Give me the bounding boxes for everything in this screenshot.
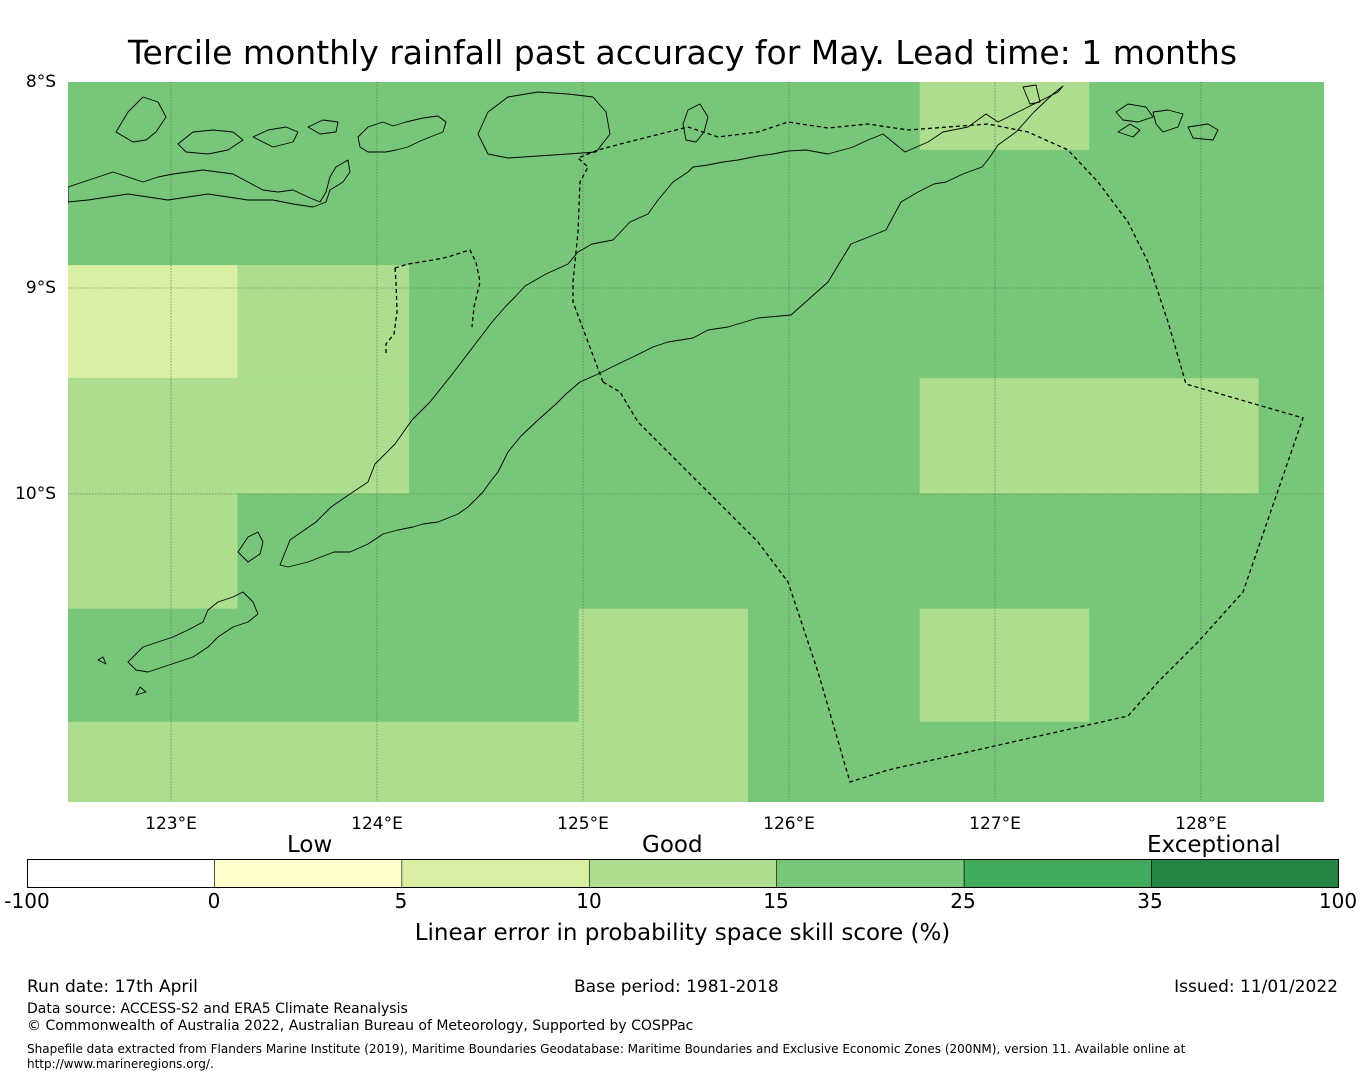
colorbar-tick-label: 15 — [763, 889, 789, 913]
coastlines — [68, 84, 1219, 696]
colorbar-tick-label: 0 — [207, 889, 221, 913]
skill-grid-cells — [68, 82, 1324, 802]
colorbar-word-good: Good — [642, 832, 703, 858]
colorbar-tick-label: 25 — [950, 889, 976, 913]
colorbar-segment — [401, 859, 590, 888]
lon-label-126e: 126°E — [763, 814, 815, 834]
rote-island-coastline — [237, 531, 264, 563]
alor-island-coastline — [357, 115, 447, 153]
colorbar-segment — [214, 859, 403, 888]
colorbar-segment — [1151, 859, 1339, 888]
colorbar-tick-label: 10 — [576, 889, 602, 913]
timor-leste-eez-boundary — [572, 121, 1304, 783]
skill-cell-10-15 — [919, 378, 1259, 494]
small-island-se-coastline — [97, 656, 147, 696]
lat-label-10s: 10°S — [15, 484, 56, 504]
colorbar-axis-label: Linear error in probability space skill … — [414, 920, 951, 946]
data-source: Data source: ACCESS-S2 and ERA5 Climate … — [27, 1001, 408, 1017]
colorbar-tick-label: -100 — [4, 889, 50, 913]
issued-date: Issued: 11/01/2022 — [1174, 977, 1338, 997]
colorbar-word-exceptional: Exceptional — [1147, 832, 1281, 858]
colorbar-tick-label: 35 — [1137, 889, 1163, 913]
lon-label-125e: 125°E — [557, 814, 609, 834]
colorbar-segment — [27, 859, 215, 888]
lon-label-128e: 128°E — [1175, 814, 1227, 834]
copyright-notice: © Commonwealth of Australia 2022, Austra… — [27, 1018, 694, 1034]
skill-cell-10-15 — [578, 608, 749, 802]
wetar-island-coastline — [477, 91, 611, 159]
colorbar-word-low: Low — [287, 832, 333, 858]
colorbar-tick-label: 5 — [394, 889, 408, 913]
map-plot — [68, 82, 1324, 802]
semau-island-coastline — [127, 591, 259, 673]
flores-island-coastline — [68, 159, 351, 208]
colorbar-segment — [776, 859, 965, 888]
run-date: Run date: 17th April — [27, 977, 198, 997]
shapefile-credit: Shapefile data extracted from Flanders M… — [27, 1042, 1186, 1071]
west-timor-eez-boundary — [385, 267, 398, 354]
colorbar-segment — [963, 859, 1152, 888]
north-island-chain-coastline — [115, 96, 339, 155]
kisar-island-coastline — [1022, 84, 1041, 105]
gridlines — [68, 82, 1324, 802]
lon-label-127e: 127°E — [969, 814, 1021, 834]
eez-boundaries — [385, 121, 1304, 783]
map-title: Tercile monthly rainfall past accuracy f… — [127, 33, 1238, 72]
lat-label-9s: 9°S — [25, 278, 56, 298]
leti-islands-coastline — [1115, 103, 1219, 141]
colorbar-tick-label: 100 — [1318, 889, 1358, 913]
skill-cell-10-15 — [68, 378, 410, 494]
lat-label-8s: 8°S — [25, 72, 56, 92]
skill-cell-10-15 — [68, 493, 238, 609]
skill-cell-10-15 — [68, 721, 579, 802]
lon-label-124e: 124°E — [351, 814, 403, 834]
colorbar — [27, 859, 1339, 888]
lon-label-123e: 123°E — [145, 814, 197, 834]
skill-cell-10-15 — [919, 608, 1090, 722]
skill-cell-10-15 — [919, 82, 1090, 150]
colorbar-segment — [588, 859, 778, 888]
timor-island-coastline — [279, 85, 1064, 568]
base-period: Base period: 1981-2018 — [574, 977, 779, 997]
atauro-island-coastline — [682, 103, 709, 143]
skill-cell-10-15 — [237, 265, 410, 379]
oecusse-eez-boundary — [394, 249, 481, 328]
skill-cell-5-10 — [68, 265, 238, 379]
